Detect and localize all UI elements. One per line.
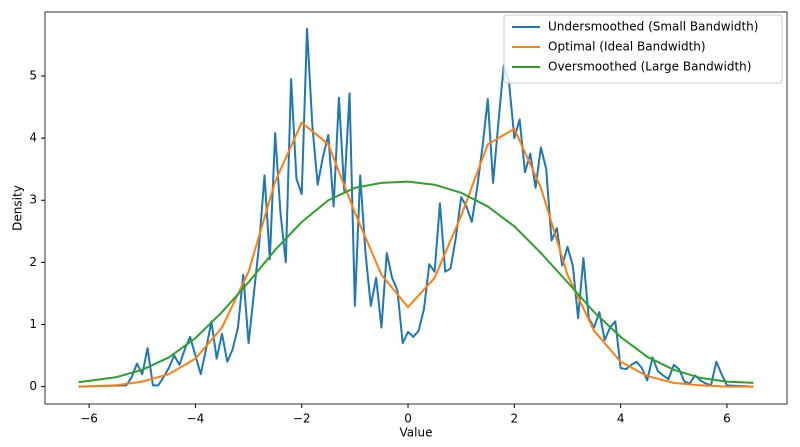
y-axis-label: Density [11,185,25,231]
legend-label: Optimal (Ideal Bandwidth) [548,40,706,54]
x-axis-label: Value [400,426,433,440]
x-tick-label: −4 [187,412,205,426]
y-tick-label: 5 [29,68,37,82]
x-tick-label: 4 [617,412,625,426]
plot-frame [44,11,788,405]
legend-label: Undersmoothed (Small Bandwidth) [548,20,758,34]
x-tick-label: 6 [723,412,731,426]
line-series [78,121,754,388]
x-tick-label: 0 [404,412,412,426]
legend-box [503,14,783,84]
line-series [78,180,754,384]
x-tick-label: −2 [293,412,311,426]
y-tick-label: 2 [29,255,37,269]
x-tick-label: 2 [511,412,519,426]
y-tick-label: 4 [29,131,37,145]
y-tick-label: 3 [29,193,37,207]
y-tick-label: 0 [29,379,37,393]
legend-label: Oversmoothed (Large Bandwidth) [548,60,751,74]
x-tick-label: −6 [80,412,98,426]
y-tick-label: 1 [29,317,37,331]
